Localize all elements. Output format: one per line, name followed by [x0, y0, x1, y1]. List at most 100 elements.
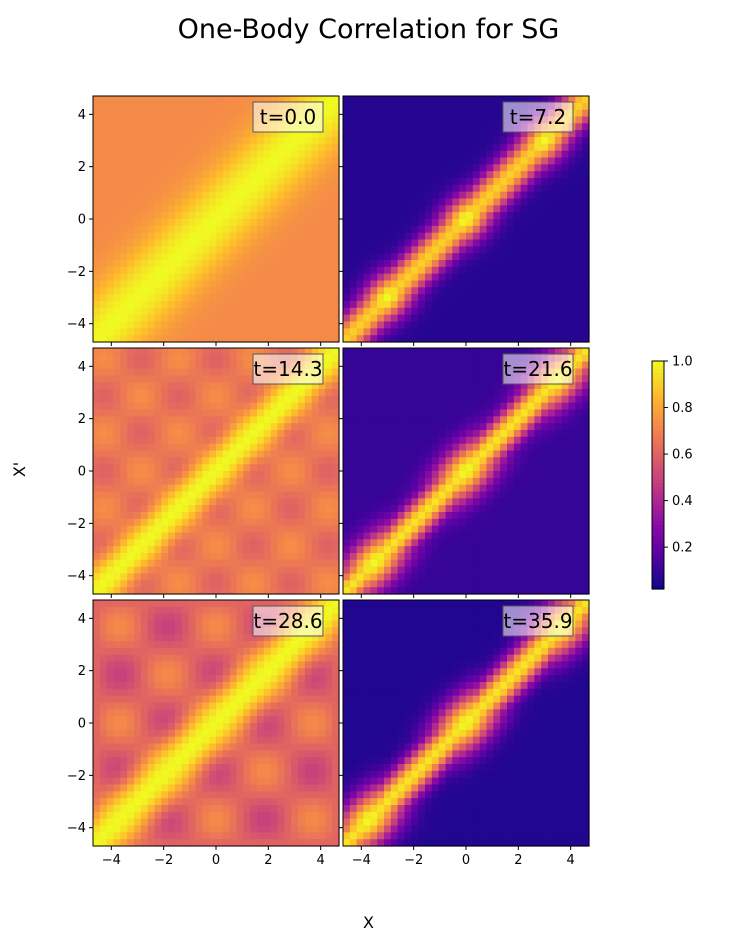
- heatmap-cell: [493, 287, 501, 295]
- heatmap-cell: [304, 184, 313, 193]
- heatmap-cell: [311, 260, 320, 268]
- heatmap-cell: [418, 225, 426, 234]
- heatmap-cell: [175, 450, 183, 458]
- heatmap-cell: [250, 232, 258, 241]
- heatmap-cell: [154, 573, 162, 581]
- heatmap-cell: [113, 559, 121, 568]
- heatmap-cell: [311, 498, 320, 506]
- heatmap-cell: [507, 559, 515, 568]
- heatmap-cell: [202, 96, 210, 104]
- heatmap-cell: [568, 143, 576, 152]
- heatmap-cell: [431, 143, 440, 152]
- heatmap-cell: [243, 191, 251, 200]
- heatmap-cell: [188, 239, 197, 247]
- heatmap-cell: [459, 294, 467, 302]
- heatmap-cell: [343, 354, 351, 363]
- heatmap-cell: [404, 491, 412, 499]
- heatmap-cell: [106, 430, 115, 438]
- heatmap-cell: [452, 253, 460, 261]
- heatmap-cell: [568, 307, 576, 316]
- heatmap-cell: [161, 150, 169, 159]
- heatmap-cell: [363, 477, 371, 486]
- heatmap-cell: [99, 198, 108, 206]
- heatmap-cell: [216, 171, 224, 179]
- heatmap-cell: [507, 157, 515, 165]
- heatmap-cell: [298, 546, 306, 554]
- heatmap-cell: [452, 266, 460, 275]
- heatmap-cell: [298, 171, 306, 179]
- heatmap-cell: [548, 246, 556, 254]
- heatmap-cell: [140, 389, 149, 397]
- heatmap-cell: [425, 273, 433, 282]
- heatmap-cell: [195, 116, 203, 124]
- heatmap-cell: [161, 423, 169, 431]
- heatmap-cell: [452, 580, 460, 588]
- heatmap-cell: [513, 348, 522, 356]
- heatmap-cell: [520, 287, 529, 295]
- heatmap-cell: [534, 546, 542, 554]
- heatmap-cell: [277, 184, 285, 193]
- heatmap-cell: [349, 430, 358, 438]
- heatmap-cell: [479, 335, 488, 343]
- heatmap-cell: [486, 375, 494, 383]
- heatmap-cell: [438, 280, 447, 288]
- heatmap-cell: [229, 253, 238, 261]
- heatmap-cell: [134, 532, 142, 540]
- heatmap-cell: [222, 580, 231, 588]
- heatmap-cell: [284, 484, 292, 493]
- heatmap-cell: [513, 559, 522, 568]
- heatmap-cell: [222, 505, 231, 513]
- heatmap-cell: [554, 273, 563, 282]
- heatmap-cell: [418, 566, 426, 575]
- heatmap-cell: [397, 171, 406, 179]
- heatmap-cell: [188, 171, 197, 179]
- heatmap-cell: [140, 375, 149, 383]
- heatmap-cell: [222, 287, 231, 295]
- heatmap-cell: [127, 130, 135, 138]
- heatmap-cell: [325, 498, 333, 506]
- heatmap-cell: [459, 395, 467, 404]
- heatmap-cell: [263, 539, 272, 547]
- heatmap-cell: [304, 328, 313, 336]
- heatmap-cell: [384, 532, 392, 540]
- heatmap-cell: [343, 559, 351, 568]
- heatmap-cell: [390, 171, 399, 179]
- heatmap-cell: [343, 239, 351, 247]
- heatmap-cell: [493, 375, 501, 383]
- heatmap-cell: [195, 436, 203, 445]
- heatmap-cell: [236, 436, 244, 445]
- heatmap-cell: [575, 150, 583, 159]
- heatmap-cell: [257, 301, 265, 309]
- heatmap-cell: [486, 559, 494, 568]
- heatmap-cell: [263, 184, 272, 193]
- heatmap-cell: [257, 205, 265, 213]
- heatmap-cell: [229, 368, 238, 376]
- heatmap-cell: [411, 361, 419, 370]
- heatmap-cell: [404, 361, 412, 370]
- heatmap-cell: [404, 395, 412, 404]
- heatmap-cell: [188, 525, 197, 534]
- heatmap-cell: [106, 546, 115, 554]
- heatmap-cell: [479, 191, 488, 200]
- heatmap-cell: [486, 171, 494, 179]
- heatmap-cell: [466, 477, 474, 486]
- heatmap-cell: [520, 443, 529, 452]
- heatmap-cell: [243, 260, 251, 268]
- heatmap-cell: [343, 116, 351, 124]
- heatmap-cell: [370, 130, 378, 138]
- heatmap-cell: [175, 553, 183, 561]
- heatmap-cell: [195, 477, 203, 486]
- heatmap-cell: [513, 525, 522, 534]
- heatmap-cell: [548, 287, 556, 295]
- heatmap-cell: [404, 239, 412, 247]
- heatmap-cell: [304, 436, 313, 445]
- heatmap-cell: [93, 239, 101, 247]
- heatmap-cell: [99, 416, 108, 424]
- heatmap-cell: [147, 102, 156, 111]
- heatmap-cell: [99, 102, 108, 111]
- heatmap-cell: [466, 239, 474, 247]
- heatmap-cell: [284, 273, 292, 282]
- heatmap-cell: [452, 443, 460, 452]
- heatmap-cell: [431, 443, 440, 452]
- heatmap-cell: [332, 321, 340, 329]
